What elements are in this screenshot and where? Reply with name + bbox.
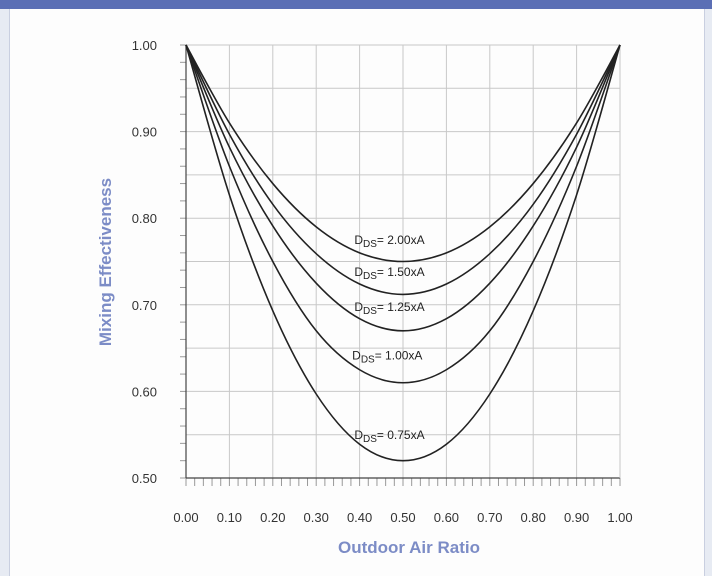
curve-label-symbol: D	[354, 233, 363, 247]
curve-label-value: = 0.75xA	[377, 428, 425, 442]
x-tick-label: 0.40	[347, 510, 372, 525]
curve-label-subscript: DS	[363, 239, 377, 250]
curve-2.00xA	[185, 44, 621, 263]
x-tick-label: 0.00	[173, 510, 198, 525]
x-tick-label: 0.70	[477, 510, 502, 525]
x-tick-label: 0.90	[564, 510, 589, 525]
x-tick-label: 0.50	[390, 510, 415, 525]
x-axis-title: Outdoor Air Ratio	[338, 538, 480, 557]
y-tick-label: 0.70	[132, 298, 157, 313]
y-tick-label: 0.80	[132, 211, 157, 226]
x-tick-label: 0.20	[260, 510, 285, 525]
x-tick-label: 0.80	[521, 510, 546, 525]
curve-1.50xA	[185, 44, 621, 296]
curve-label-symbol: D	[354, 265, 363, 279]
minor-ticks	[180, 44, 621, 486]
curve-0.75xA	[185, 44, 621, 462]
chart-panel	[9, 9, 705, 576]
curve-1.25xA	[185, 44, 621, 332]
y-tick-label: 0.60	[132, 384, 157, 399]
header-bar	[0, 0, 712, 9]
curve-label-subscript: DS	[363, 306, 377, 317]
y-axis-title: Mixing Effectiveness	[96, 178, 115, 346]
curve-label-value: = 1.50xA	[377, 265, 425, 279]
tick-labels: 0.00 0.10 0.20 0.30 0.40 0.50 0.60 0.70 0.80 0.90…	[132, 38, 633, 525]
curve-label-2.00xA: DDS= 2.00xA	[354, 233, 424, 250]
curve-label-value: = 1.25xA	[377, 300, 425, 314]
curve-label-value: = 2.00xA	[377, 233, 425, 247]
y-tick-label: 0.90	[132, 125, 157, 140]
curve-label-symbol: D	[354, 428, 363, 442]
curve-label-subscript: DS	[363, 434, 377, 445]
curve-label-1.00xA: DDS= 1.00xA	[352, 348, 422, 365]
x-tick-label: 0.10	[217, 510, 242, 525]
x-tick-label: 1.00	[607, 510, 632, 525]
curve-label-subscript: DS	[363, 271, 377, 282]
curves	[185, 44, 621, 462]
curve-label-subscript: DS	[361, 354, 375, 365]
x-tick-label: 0.60	[434, 510, 459, 525]
y-tick-label: 1.00	[132, 38, 157, 53]
curve-label-0.75xA: DDS= 0.75xA	[354, 428, 424, 445]
y-tick-label: 0.50	[132, 471, 157, 486]
curve-1.00xA	[185, 44, 621, 384]
axes	[185, 45, 621, 479]
curve-label-value: = 1.00xA	[375, 348, 423, 362]
curve-label-symbol: D	[354, 300, 363, 314]
x-tick-label: 0.30	[304, 510, 329, 525]
curve-label-1.25xA: DDS= 1.25xA	[354, 300, 424, 317]
curve-label-1.50xA: DDS= 1.50xA	[354, 265, 424, 282]
curve-label-symbol: D	[352, 348, 361, 362]
